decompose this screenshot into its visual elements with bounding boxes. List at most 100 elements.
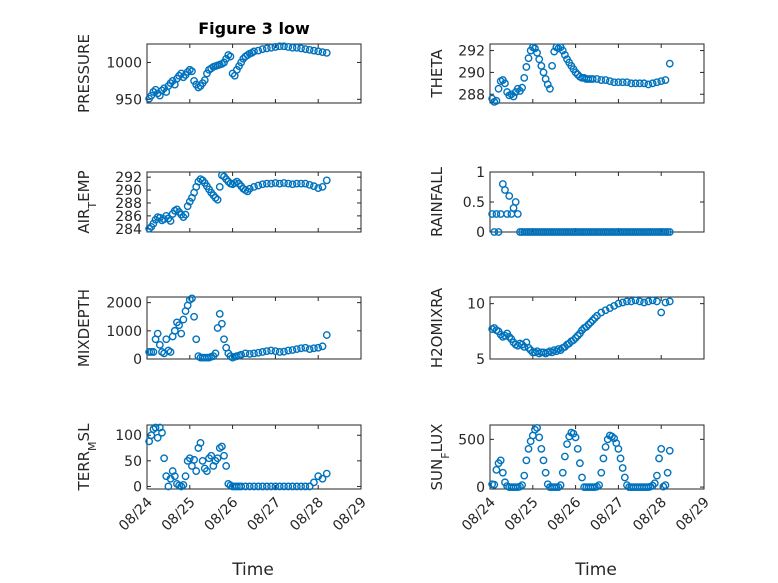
axes-frame [146,171,362,233]
data-point [166,217,175,225]
data-point [310,478,318,487]
panel-pressure: 950 1000 PRESSURE Figure 3 low [75,19,362,113]
data-point [149,88,158,96]
data-point [213,324,222,332]
data-point [597,468,606,477]
x-tick-label: 08/25 [159,495,199,535]
data-point [605,304,614,312]
data-point [631,296,640,305]
data-point [665,446,674,455]
data-point [501,186,509,194]
data-point [623,297,631,306]
data-point [618,78,627,87]
x-tick-label: 08/28 [287,495,327,535]
data-point [145,224,154,233]
data-point [505,192,514,200]
data-point [601,76,610,84]
data-point [267,43,276,52]
data-point [524,344,533,352]
data-point [648,296,657,305]
x-tick-label: 08/24 [459,494,499,534]
data-point [267,482,276,491]
data-point [310,182,318,191]
data-point [539,456,548,465]
data-point [509,92,518,101]
data-point [494,84,503,93]
data-point [188,67,196,76]
x-tick-label: 08/25 [502,495,542,535]
data-point [262,44,271,53]
y-axis-label: AIRTEMP [75,170,99,233]
data-point [511,198,520,206]
data-point [179,73,188,82]
data-point [520,471,529,480]
data-point [297,44,305,53]
data-point [297,179,305,188]
data-point [597,76,606,84]
data-point [280,482,288,491]
data-point [322,331,331,339]
data-point [657,444,666,453]
data-point [522,456,531,465]
data-point [599,454,608,463]
axes-frame [489,171,705,233]
axes-frame [489,424,705,490]
data-point [601,306,610,315]
series-sun_flux [488,423,674,491]
data-point [627,297,636,306]
data-point [183,202,192,211]
data-point [211,193,220,202]
data-point [217,442,226,451]
data-point [537,444,546,453]
data-point [492,96,501,105]
panel-mixdepth: 0 1000 2000 MIXDEPTH [75,289,362,368]
data-point [177,329,186,338]
data-point [614,299,623,308]
data-point [215,182,224,191]
data-point [254,482,263,491]
data-point [640,79,648,88]
data-point [640,298,648,307]
data-point [655,454,663,463]
data-point [258,348,267,356]
data-point [520,342,529,351]
data-point [151,423,160,432]
data-point [661,76,670,84]
y-tick-label: 290 [458,65,485,81]
data-point [614,78,623,87]
y-axis-label: THETA [428,49,446,99]
data-point [318,474,327,483]
data-point [175,321,184,330]
data-point [552,347,561,356]
data-point [262,347,271,356]
data-point [597,308,606,317]
data-point [305,345,314,354]
data-point [627,79,636,88]
data-point [490,228,499,236]
data-point [183,68,192,76]
data-point [213,195,222,204]
data-point [657,308,666,317]
series-rainfall [488,180,674,236]
data-point [190,312,198,321]
data-point [322,469,331,478]
data-point [149,219,158,228]
data-point [192,335,201,344]
data-point [280,42,288,51]
data-point [663,468,672,477]
data-point [569,429,578,438]
series-air_temp [145,171,331,233]
series-terr_msl [145,423,331,491]
data-point [207,451,216,460]
data-point [222,462,231,470]
panel-terr_msl: 08/24 08/25 08/26 08/27 08/28 08/29 0 50 100 TERR… [75,423,370,580]
series-mixdepth [145,294,331,362]
y-axis-label: RAINFALL [428,166,446,237]
data-point [305,181,314,189]
y-tick-label: 292 [458,44,485,60]
data-point [318,182,327,191]
data-point [245,482,254,491]
data-point [245,350,254,358]
data-point [305,482,314,491]
